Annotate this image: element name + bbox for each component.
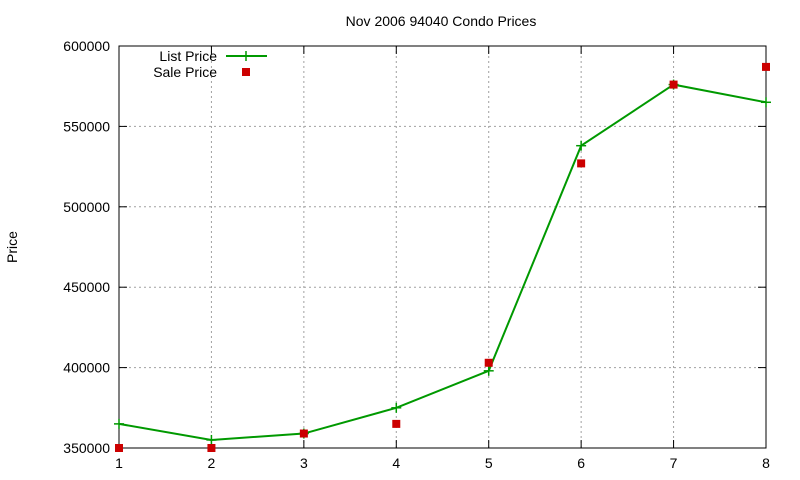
x-tick-label: 8 xyxy=(762,455,770,471)
y-tick-label: 500000 xyxy=(63,199,110,215)
list-price-point xyxy=(114,418,124,429)
x-tick-label: 7 xyxy=(670,455,678,471)
legend-label-sale-price: Sale Price xyxy=(153,64,217,80)
legend-label-list-price: List Price xyxy=(159,48,217,64)
plot-frame xyxy=(118,45,767,449)
x-tick-label: 3 xyxy=(300,455,308,471)
list-price-point xyxy=(761,97,771,108)
list-price-line xyxy=(118,83,767,441)
sale-price-point xyxy=(669,80,678,89)
y-tick-label: 400000 xyxy=(63,360,110,376)
sale-price-point xyxy=(577,159,586,168)
y-tick-label: 350000 xyxy=(63,440,110,456)
x-tick-label: 4 xyxy=(392,455,400,471)
sale-price-point xyxy=(115,444,123,452)
sale-price-point xyxy=(299,429,308,438)
sale-price-point xyxy=(484,358,493,367)
list-price-point xyxy=(483,365,494,376)
grid xyxy=(119,46,766,448)
axis-ticks: 350000 400000 450000 500000 550000 600000 1 2 3 4… xyxy=(63,38,770,471)
x-tick-label: 2 xyxy=(208,455,216,471)
y-tick-label: 450000 xyxy=(63,279,110,295)
sale-price-point xyxy=(762,62,770,71)
legend-marker-list-price xyxy=(241,51,251,61)
list-price-point xyxy=(576,140,587,151)
y-tick-label: 600000 xyxy=(63,38,110,54)
sale-price-point xyxy=(392,419,401,428)
list-price-point xyxy=(206,434,217,445)
series-layer xyxy=(114,62,771,452)
x-tick-label: 1 xyxy=(115,455,123,471)
x-tick-label: 6 xyxy=(577,455,585,471)
x-tick-label: 5 xyxy=(485,455,493,471)
sale-price-point xyxy=(207,444,216,452)
list-price-point xyxy=(391,402,402,413)
y-tick-label: 550000 xyxy=(63,118,110,134)
y-axis-label: Price xyxy=(4,231,20,263)
legend-marker-sale-price xyxy=(242,68,250,76)
chart-title: Nov 2006 94040 Condo Prices xyxy=(346,13,537,29)
